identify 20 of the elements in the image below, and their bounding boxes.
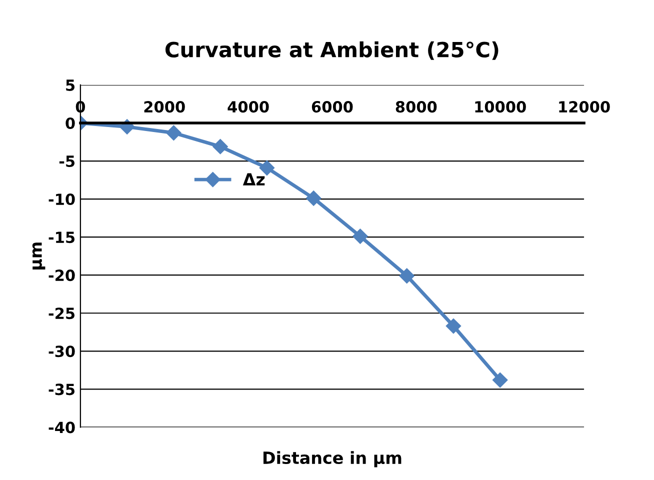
x-tick-label: 12000 (559, 101, 610, 113)
y-tick-label: -20 (48, 270, 75, 282)
y-tick-label: -25 (48, 308, 75, 320)
y-tick-label: -35 (48, 384, 75, 396)
y-tick-label: 5 (66, 80, 75, 91)
y-tick-label: -30 (48, 346, 75, 358)
x-tick-label: 10000 (475, 101, 526, 113)
y-tick-label: -15 (48, 232, 75, 244)
x-tick-label: 8000 (396, 101, 437, 113)
y-tick-label: 0 (66, 117, 75, 130)
y-axis-title: µm (32, 242, 46, 270)
chart-title: Curvature at Ambient (25°C) (165, 41, 498, 60)
y-tick-label: -40 (48, 422, 75, 434)
y-tick-label: -10 (48, 194, 75, 206)
x-tick-label: 2000 (144, 101, 185, 113)
x-tick-label: 6000 (312, 101, 353, 113)
x-tick-label: 4000 (228, 101, 269, 113)
y-tick-label: -5 (59, 156, 75, 168)
legend-label: Δz (242, 173, 265, 186)
x-axis-title: Distance in µm (263, 451, 402, 468)
